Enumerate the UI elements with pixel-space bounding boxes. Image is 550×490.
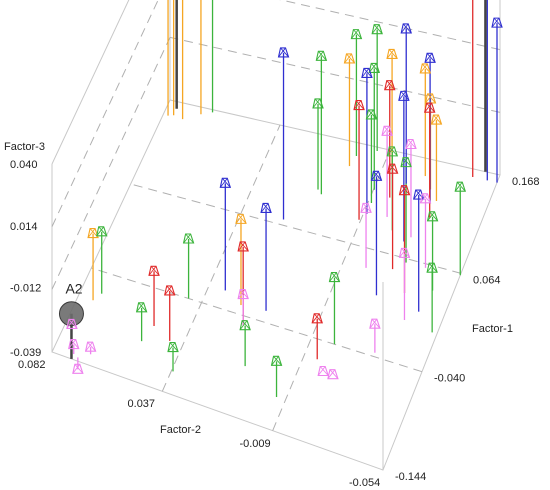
data-point-marker xyxy=(398,247,411,258)
data-point-marker xyxy=(148,265,160,276)
data-point-marker xyxy=(413,189,425,200)
data-point-marker xyxy=(72,363,84,374)
data-point-marker xyxy=(430,114,443,125)
data-point-marker xyxy=(135,302,148,313)
factor3-tick-label: -0.039 xyxy=(10,347,41,359)
data-point-marker xyxy=(328,272,341,283)
data-point-marker xyxy=(317,365,329,377)
data-point-marker xyxy=(370,170,383,181)
data-point-marker xyxy=(381,125,393,136)
data-point-marker xyxy=(353,99,365,111)
factor1-tick-label: 0.064 xyxy=(473,274,501,286)
data-stems xyxy=(71,0,498,398)
factor2-tick-label: 0.037 xyxy=(128,398,156,410)
data-point-marker xyxy=(277,47,290,58)
factor2-axis-title: Factor-2 xyxy=(160,424,201,436)
data-point-marker xyxy=(424,52,436,63)
factor1-tick-label: -0.040 xyxy=(434,373,465,385)
data-point-marker xyxy=(312,98,324,109)
floor-grid-line xyxy=(161,124,281,392)
data-point-marker xyxy=(84,341,97,352)
data-point-marker xyxy=(315,50,328,61)
data-point-marker xyxy=(371,24,383,35)
data-point-marker xyxy=(424,102,436,113)
data-point-marker xyxy=(386,146,399,157)
data-point-marker xyxy=(167,342,179,353)
data-point-marker xyxy=(311,313,323,324)
data-point-marker xyxy=(426,262,438,273)
data-point-marker xyxy=(343,53,356,64)
data-point-marker xyxy=(419,193,432,204)
axis-ticks: 0.040 0.014 -0.012 -0.039 0.168 0.064 -0.040 -0… xyxy=(10,159,540,489)
data-point-marker xyxy=(398,185,411,196)
anchor-label: A2 xyxy=(65,281,82,297)
factor2-tick-label: 0.082 xyxy=(18,359,46,371)
data-point-marker xyxy=(239,320,251,331)
data-point-marker xyxy=(368,62,381,73)
factor3-axis-title: Factor-3 xyxy=(4,141,45,153)
wall-grid-line xyxy=(51,0,159,227)
data-point-marker xyxy=(182,233,195,244)
floor-grid-line xyxy=(91,267,423,373)
data-point-marker xyxy=(365,109,378,120)
factor2-tick-label: -0.054 xyxy=(349,477,380,489)
data-point-marker xyxy=(327,369,339,380)
factor1-tick-label: 0.168 xyxy=(512,176,540,188)
factor3-tick-label: 0.040 xyxy=(10,159,38,171)
wall-grid-line xyxy=(51,37,171,290)
anchor-a1: A1 xyxy=(484,0,487,172)
data-point-marker xyxy=(386,48,398,59)
data-point-marker xyxy=(237,289,249,300)
data-point-marker xyxy=(96,226,108,237)
data-point-marker xyxy=(164,285,176,296)
data-point-marker xyxy=(369,318,381,329)
data-point-marker xyxy=(491,17,503,28)
data-point-marker xyxy=(419,63,432,74)
anchor-points: A1 A2 A3 xyxy=(58,0,487,359)
data-point-marker xyxy=(260,202,272,214)
data-point-marker xyxy=(384,80,396,91)
data-point-marker xyxy=(235,213,247,224)
anchor-a3: A3 xyxy=(175,0,178,109)
factor3-tick-label: 0.014 xyxy=(10,221,38,233)
data-point-marker xyxy=(350,29,363,40)
wall-grid-line xyxy=(279,0,501,51)
data-point-marker xyxy=(400,23,412,34)
axis-grid xyxy=(51,0,501,431)
factor2-tick-label: -0.009 xyxy=(239,438,270,450)
data-point-marker xyxy=(426,211,439,222)
floor-grid-line xyxy=(130,183,462,274)
data-point-marker xyxy=(398,90,410,101)
data-point-marker xyxy=(454,181,467,192)
data-point-marker xyxy=(400,157,412,168)
wall-grid-line xyxy=(169,36,501,113)
data-point-marker xyxy=(219,177,232,188)
data-point-marker xyxy=(361,67,373,78)
factor1-tick-label: -0.144 xyxy=(395,471,426,483)
factor1-axis-title: Factor-1 xyxy=(472,323,513,335)
data-markers xyxy=(66,17,503,380)
anchor-a2: A2 xyxy=(58,281,84,359)
frame-top-rim xyxy=(51,0,130,165)
data-point-marker xyxy=(360,202,372,213)
factor3-tick-label: -0.012 xyxy=(10,283,41,295)
data-point-marker xyxy=(386,163,399,174)
data-point-marker xyxy=(405,138,417,150)
floor-grid-line xyxy=(272,149,391,431)
data-point-marker xyxy=(66,318,78,329)
data-point-marker xyxy=(68,338,80,350)
data-point-marker xyxy=(237,241,249,252)
data-point-marker xyxy=(270,355,283,366)
